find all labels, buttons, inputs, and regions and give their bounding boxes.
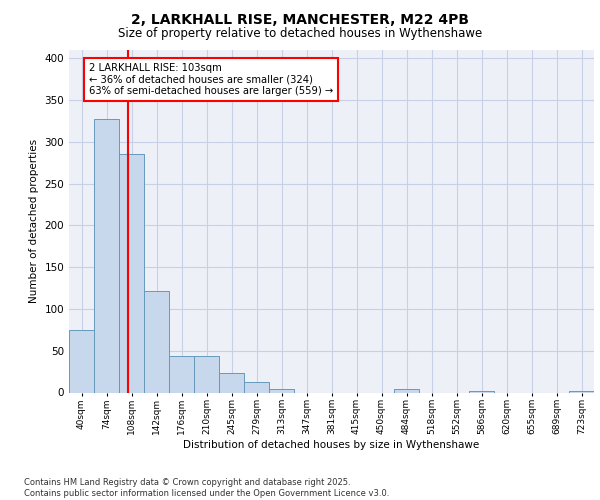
Bar xyxy=(244,382,269,392)
Text: Size of property relative to detached houses in Wythenshawe: Size of property relative to detached ho… xyxy=(118,28,482,40)
Bar xyxy=(469,391,494,392)
Bar xyxy=(94,118,119,392)
Bar xyxy=(269,389,294,392)
Y-axis label: Number of detached properties: Number of detached properties xyxy=(29,139,39,304)
Text: 2 LARKHALL RISE: 103sqm
← 36% of detached houses are smaller (324)
63% of semi-d: 2 LARKHALL RISE: 103sqm ← 36% of detache… xyxy=(89,62,333,96)
Text: 2, LARKHALL RISE, MANCHESTER, M22 4PB: 2, LARKHALL RISE, MANCHESTER, M22 4PB xyxy=(131,12,469,26)
Bar xyxy=(169,356,194,393)
Bar xyxy=(144,292,169,392)
X-axis label: Distribution of detached houses by size in Wythenshawe: Distribution of detached houses by size … xyxy=(184,440,479,450)
Bar xyxy=(194,356,219,393)
Bar xyxy=(69,330,94,392)
Bar xyxy=(119,154,144,392)
Bar xyxy=(569,391,594,392)
Bar xyxy=(394,389,419,392)
Text: Contains HM Land Registry data © Crown copyright and database right 2025.
Contai: Contains HM Land Registry data © Crown c… xyxy=(24,478,389,498)
Bar xyxy=(219,374,244,392)
